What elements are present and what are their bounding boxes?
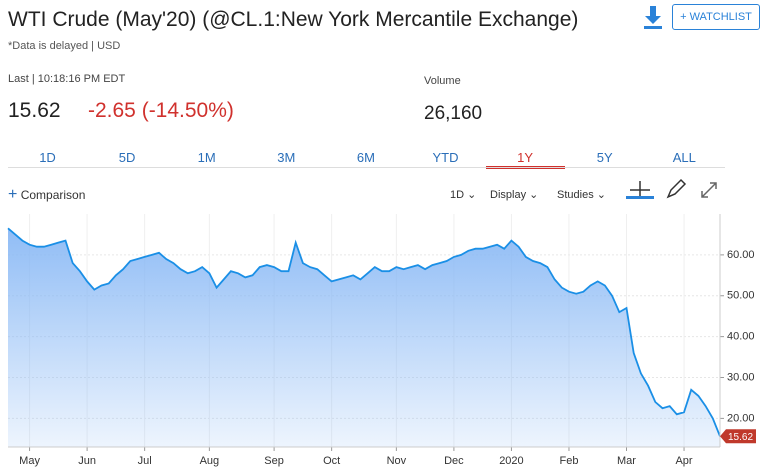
chart: 20.00 30.00 40.00 50.00 60.00 May Jun Jul Aug Sep… xyxy=(7,214,756,467)
subtitle: *Data is delayed | USD xyxy=(8,40,121,52)
x-tick-label: May xyxy=(19,455,40,467)
chart-tools xyxy=(626,178,717,199)
y-tick-label: 30.00 xyxy=(727,371,755,383)
comparison-button[interactable]: + Comparison xyxy=(8,186,86,203)
x-tick-label: Apr xyxy=(675,455,692,467)
draw-tool[interactable] xyxy=(666,178,687,199)
expand-tool[interactable] xyxy=(701,182,717,198)
last-price: 15.62 xyxy=(8,99,61,122)
volume: 26,160 xyxy=(424,103,483,124)
x-tick-label: Sep xyxy=(264,455,284,467)
x-tick-label: 2020 xyxy=(499,455,523,467)
x-tick-label: Nov xyxy=(387,455,407,467)
tab[interactable]: 1M xyxy=(197,150,216,165)
x-tick-label: Aug xyxy=(200,455,220,467)
comparison-label: Comparison xyxy=(20,188,86,202)
y-tick-label: 50.00 xyxy=(727,290,755,302)
download-icon[interactable] xyxy=(642,4,664,30)
price-change: -2.65 (-14.50%) xyxy=(88,99,234,122)
line xyxy=(7,227,721,437)
x-tick-label: Oct xyxy=(323,455,340,467)
x-tick-label: Jun xyxy=(78,455,96,467)
tab[interactable]: 5D xyxy=(118,150,136,165)
tab[interactable]: 5Y xyxy=(596,150,613,165)
tab[interactable]: YTD xyxy=(432,150,459,165)
watchlist-button[interactable]: + WATCHLIST xyxy=(672,4,760,30)
y-tick-label: 20.00 xyxy=(727,412,755,424)
tab[interactable]: 1Y xyxy=(517,150,534,165)
x-tick-label: Dec xyxy=(444,455,464,467)
tab[interactable]: ALL xyxy=(672,150,696,165)
tab[interactable]: 1D xyxy=(39,150,56,165)
interval-menu[interactable]: 1D ⌄ xyxy=(450,189,477,201)
x-tick-label: Jul xyxy=(138,455,152,467)
studies-label: Studies xyxy=(557,189,594,201)
title: WTI Crude (May'20) (@CL.1:New York Merca… xyxy=(8,8,579,31)
studies-menu[interactable]: Studies ⌄ xyxy=(557,189,606,201)
interval-label: 1D xyxy=(450,189,465,201)
display-label: Display xyxy=(490,189,527,201)
y-tick-label: 60.00 xyxy=(727,249,755,261)
tab[interactable]: 6M xyxy=(356,150,375,165)
y-tick-label: 40.00 xyxy=(727,331,755,343)
display-menu[interactable]: Display ⌄ xyxy=(490,189,539,201)
last-price-tag xyxy=(720,429,756,444)
tab[interactable]: 3M xyxy=(277,150,296,165)
area xyxy=(8,228,720,447)
last-label: Last | 10:18:16 PM EDT xyxy=(8,73,126,85)
tab-rule xyxy=(8,167,725,168)
x-tick-label: Mar xyxy=(617,455,636,467)
crosshair-tool[interactable] xyxy=(626,181,654,199)
volume-label: Volume xyxy=(424,75,461,87)
x-tick-label: Feb xyxy=(559,455,578,467)
last-price-label: 15.62 xyxy=(728,432,753,443)
